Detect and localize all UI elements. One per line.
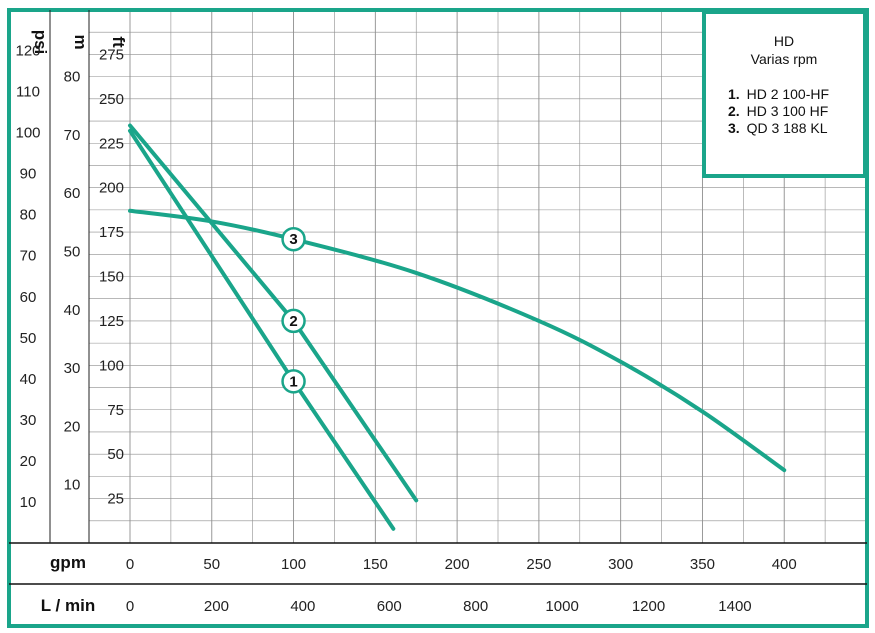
ft-tick-label: 75: [107, 402, 124, 419]
legend-entry-2: 2. HD 3 100 HF: [728, 103, 828, 119]
curve-marker-label-2: 2: [289, 313, 297, 330]
ft-tick-label: 225: [99, 135, 124, 152]
m-tick-label: 10: [64, 477, 81, 494]
legend-entry-3: 3. QD 3 188 KL: [728, 120, 828, 136]
psi-tick-label: 100: [15, 125, 40, 142]
curve-marker-1: [281, 369, 306, 394]
gpm-tick-label: 50: [203, 556, 220, 573]
ft-tick-label: 125: [99, 313, 124, 330]
gpm-unit-label: gpm: [50, 553, 86, 572]
x-tick-labels: 0 50 100 150 200 250 300 350 400 0 200 400 600 800 100…: [126, 556, 797, 615]
m-tick-label: 30: [64, 360, 81, 377]
psi-tick-label: 90: [20, 166, 37, 183]
psi-tick-label: 50: [20, 330, 37, 347]
pump-curves: 1 2 3: [128, 123, 787, 531]
curve-marker-2: [281, 308, 306, 334]
ft-tick-label: 250: [99, 91, 124, 108]
m-tick-label: 70: [64, 127, 81, 144]
psi-tick-label: 60: [20, 289, 37, 306]
gpm-tick-label: 200: [445, 556, 470, 573]
psi-tick-label: 70: [20, 248, 37, 265]
curve-1: [128, 128, 396, 531]
psi-tick-label: 20: [20, 453, 37, 470]
m-tick-label: 60: [64, 185, 81, 202]
m-tick-label: 80: [64, 69, 81, 86]
legend-entry-3-num: 3.: [728, 120, 740, 136]
curve-marker-label-1: 1: [289, 373, 297, 390]
legend-title: HD: [774, 33, 794, 49]
legend-box: HD Varias rpm 1. HD 2 100-HF 2. HD 3 100…: [702, 10, 867, 178]
lmin-tick-label: 400: [290, 598, 315, 615]
legend-entry-1: 1. HD 2 100-HF: [728, 86, 829, 102]
m-tick-label: 40: [64, 302, 81, 319]
curve-marker-3: [281, 226, 306, 252]
lmin-tick-label: 600: [377, 598, 402, 615]
gpm-tick-label: 0: [126, 556, 134, 573]
curve-2: [128, 123, 419, 503]
lmin-unit-label: L / min: [41, 596, 95, 615]
legend-entry-2-num: 2.: [728, 103, 740, 119]
ft-tick-label: 150: [99, 269, 124, 286]
curve-3: [128, 208, 787, 473]
lmin-tick-label: 1200: [632, 598, 665, 615]
ft-tick-label: 50: [107, 446, 124, 463]
m-tick-label: 50: [64, 244, 81, 261]
psi-tick-label: 80: [20, 207, 37, 224]
legend-border: [702, 10, 867, 178]
y-tick-labels: 120 110 100 90 80 70 60 50 40 30 20 10 80 70 60 50 40 30 2…: [15, 43, 124, 511]
lmin-tick-label: 1400: [718, 598, 751, 615]
ft-unit-label: ft: [109, 36, 128, 48]
legend-entry-3-label: QD 3 188 KL: [747, 120, 828, 136]
psi-tick-label: 120: [15, 43, 40, 60]
gpm-tick-label: 400: [772, 556, 797, 573]
curve-marker-label-3: 3: [289, 231, 297, 248]
psi-tick-label: 40: [20, 371, 37, 388]
psi-tick-label: 110: [16, 84, 40, 101]
psi-tick-label: 10: [20, 494, 37, 511]
legend-entry-2-label: HD 3 100 HF: [747, 103, 829, 119]
gpm-tick-label: 100: [281, 556, 306, 573]
ft-tick-label: 275: [99, 46, 124, 63]
legend-subtitle: Varias rpm: [751, 51, 818, 67]
ft-tick-label: 200: [99, 180, 124, 197]
psi-unit-label: psi: [31, 30, 50, 55]
m-unit-label: m: [71, 34, 90, 49]
ft-tick-label: 25: [107, 491, 124, 508]
legend-entry-1-label: HD 2 100-HF: [747, 86, 829, 102]
gpm-tick-label: 250: [526, 556, 551, 573]
ft-tick-label: 175: [99, 224, 124, 241]
ft-tick-label: 100: [99, 357, 124, 374]
psi-tick-label: 30: [20, 412, 37, 429]
gpm-tick-label: 350: [690, 556, 715, 573]
lmin-tick-label: 200: [204, 598, 229, 615]
lmin-tick-label: 800: [463, 598, 488, 615]
outer-frame: [7, 8, 869, 628]
m-tick-label: 20: [64, 418, 81, 435]
lmin-tick-label: 1000: [545, 598, 578, 615]
gpm-tick-label: 150: [363, 556, 388, 573]
legend-entry-1-num: 1.: [728, 86, 740, 102]
lmin-tick-label: 0: [126, 598, 134, 615]
gpm-tick-label: 300: [608, 556, 633, 573]
